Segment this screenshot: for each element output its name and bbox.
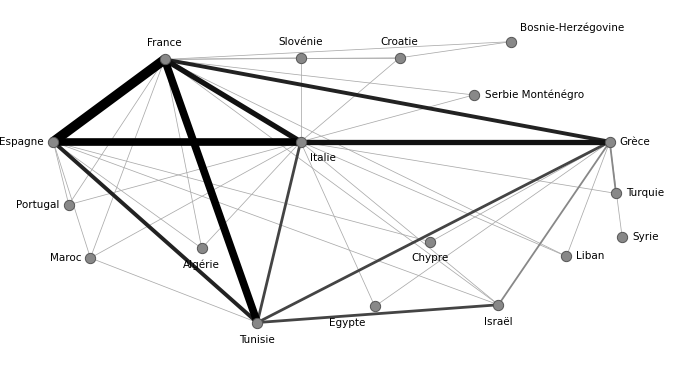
Point (295, 139, 306, 145)
Text: Tunisie: Tunisie (239, 335, 276, 345)
Point (468, 92, 480, 98)
Point (85, 255, 96, 261)
Point (394, 55, 405, 61)
Point (611, 190, 622, 196)
Text: Syrie: Syrie (632, 232, 659, 242)
Text: Croatie: Croatie (381, 37, 418, 47)
Point (561, 254, 572, 259)
Point (604, 139, 616, 145)
Point (159, 57, 170, 62)
Text: Liban: Liban (577, 251, 604, 261)
Text: Algérie: Algérie (183, 259, 220, 270)
Point (295, 55, 306, 61)
Point (369, 304, 380, 309)
Text: Bosnie-Herzégovine: Bosnie-Herzégovine (520, 22, 625, 33)
Point (63, 202, 74, 208)
Text: Israël: Israël (484, 317, 513, 327)
Text: Grèce: Grèce (620, 137, 650, 147)
Point (48, 139, 59, 145)
Text: Turquie: Turquie (626, 188, 664, 199)
Point (196, 246, 208, 251)
Point (616, 234, 627, 240)
Text: Chypre: Chypre (412, 253, 449, 263)
Point (252, 320, 263, 326)
Point (425, 239, 436, 245)
Text: Serbie Monténégro: Serbie Monténégro (485, 90, 584, 100)
Text: France: France (147, 38, 182, 48)
Text: Italie: Italie (310, 153, 336, 163)
Text: Slovénie: Slovénie (278, 37, 323, 47)
Point (493, 302, 504, 308)
Text: Portugal: Portugal (16, 200, 60, 210)
Text: Espagne: Espagne (0, 137, 44, 147)
Point (505, 39, 516, 45)
Text: Egypte: Egypte (329, 318, 366, 328)
Text: Maroc: Maroc (50, 253, 81, 263)
